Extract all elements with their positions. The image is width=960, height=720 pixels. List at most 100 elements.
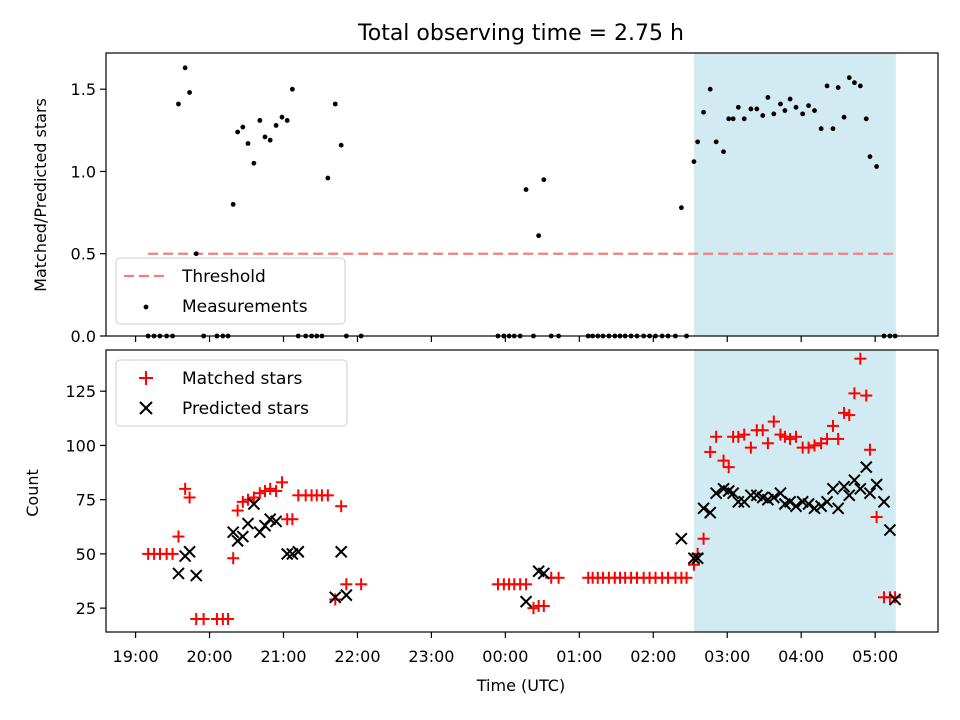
matched-star-point xyxy=(717,454,730,467)
matched-star-point xyxy=(821,432,834,445)
predicted-star-point xyxy=(820,495,834,509)
predicted-star-point xyxy=(236,530,250,543)
measurement-point xyxy=(806,103,811,109)
top-x-ticks xyxy=(134,336,876,342)
predicted-star-point xyxy=(334,545,348,558)
measurement-point xyxy=(523,187,529,192)
count-points xyxy=(142,352,902,625)
matched-star-point xyxy=(832,432,845,445)
predicted-star-point xyxy=(863,486,877,500)
predicted-star-point xyxy=(247,497,261,511)
measurement-point xyxy=(541,177,547,183)
matched-star-point xyxy=(843,409,856,422)
matched-star-point xyxy=(778,430,791,443)
matched-star-point xyxy=(520,578,533,591)
measurement-point xyxy=(325,175,331,181)
measurement-point xyxy=(332,101,338,107)
measurement-point xyxy=(857,83,863,89)
measurement-point xyxy=(760,113,766,118)
measurement-point xyxy=(707,86,713,92)
matched-star-point xyxy=(838,406,851,419)
measurement-point xyxy=(289,86,295,92)
measurement-point xyxy=(701,109,706,115)
predicted-star-point xyxy=(732,495,745,509)
matched-star-point xyxy=(537,599,550,612)
matched-star-point xyxy=(286,513,299,526)
matched-star-point xyxy=(767,415,780,428)
matched-star-point xyxy=(270,485,283,497)
predicted-star-point xyxy=(726,486,740,500)
measurement-point xyxy=(730,116,736,122)
predicted-star-point xyxy=(883,523,897,537)
predicted-star-point xyxy=(802,497,815,511)
matched-star-point xyxy=(552,571,565,584)
x-tick-label: 04:00 xyxy=(778,647,824,666)
legend-predicted-label: Predicted stars xyxy=(182,399,309,419)
top-y-tick-label: 1.5 xyxy=(71,80,96,99)
matched-star-point xyxy=(321,489,334,502)
matched-star-point xyxy=(231,504,244,517)
measurement-point xyxy=(678,205,684,211)
predicted-star-point xyxy=(172,567,185,580)
matched-star-point xyxy=(710,430,723,443)
measurement-point xyxy=(863,116,869,122)
predicted-star-point xyxy=(789,499,803,513)
matched-star-point xyxy=(738,428,751,441)
matched-star-point xyxy=(227,552,240,565)
measurement-point xyxy=(230,201,236,207)
top-plot-frame xyxy=(105,52,939,337)
matched-star-point xyxy=(761,437,774,450)
top-y-tick-label: 1.0 xyxy=(71,162,96,181)
predicted-star-point xyxy=(687,552,701,565)
matched-star-point xyxy=(166,547,179,560)
measurement-point xyxy=(824,83,830,89)
predicted-star-point xyxy=(340,588,353,602)
x-tick-label: 19:00 xyxy=(113,647,159,666)
measurement-point xyxy=(182,65,188,71)
bottom-y-tick-label: 50 xyxy=(76,545,96,564)
measurement-point xyxy=(257,118,263,123)
measurement-point xyxy=(338,142,344,148)
measurement-point xyxy=(713,139,719,145)
predicted-star-point xyxy=(704,506,717,519)
matched-star-point xyxy=(854,352,867,365)
legend-measurement-swatch xyxy=(143,304,149,310)
legend-matched-label: Matched stars xyxy=(182,369,302,389)
predicted-star-point xyxy=(190,569,203,582)
predicted-star-point xyxy=(519,595,533,608)
matched-star-point xyxy=(172,530,185,543)
matched-star-point xyxy=(889,591,902,604)
measurement-point xyxy=(267,137,273,143)
x-axis-label: Time (UTC) xyxy=(476,676,565,695)
matched-star-point xyxy=(259,485,272,497)
predicted-star-point xyxy=(877,495,891,509)
measurement-point xyxy=(874,164,880,169)
bottom-y-tick-label: 125 xyxy=(65,382,96,401)
measurement-point xyxy=(187,90,192,95)
predicted-star-point xyxy=(241,517,255,530)
matched-star-point xyxy=(848,387,861,400)
measurement-point xyxy=(741,116,747,122)
predicted-star-point xyxy=(183,545,196,558)
measurement-point xyxy=(735,104,741,110)
measurement-point xyxy=(754,106,760,112)
top-y-axis: 0.0 0.5 1.0 1.5 xyxy=(71,80,106,346)
measurement-point xyxy=(793,104,799,110)
measurement-point xyxy=(262,134,268,140)
predicted-star-point xyxy=(537,567,551,580)
matched-star-point xyxy=(722,461,735,474)
matched-star-point xyxy=(697,532,710,545)
matched-star-point xyxy=(870,511,883,524)
x-tick-label: 00:00 xyxy=(482,647,528,666)
bottom-plot-frame xyxy=(105,349,939,633)
predicted-star-point xyxy=(280,547,294,561)
predicted-star-point xyxy=(329,591,342,604)
measurement-point xyxy=(284,118,290,123)
matched-star-point xyxy=(744,441,757,454)
predicted-star-point xyxy=(814,499,828,513)
matched-star-point xyxy=(236,495,249,508)
matched-star-point xyxy=(197,612,210,625)
measurement-point xyxy=(841,114,847,120)
measurement-point xyxy=(835,85,841,90)
